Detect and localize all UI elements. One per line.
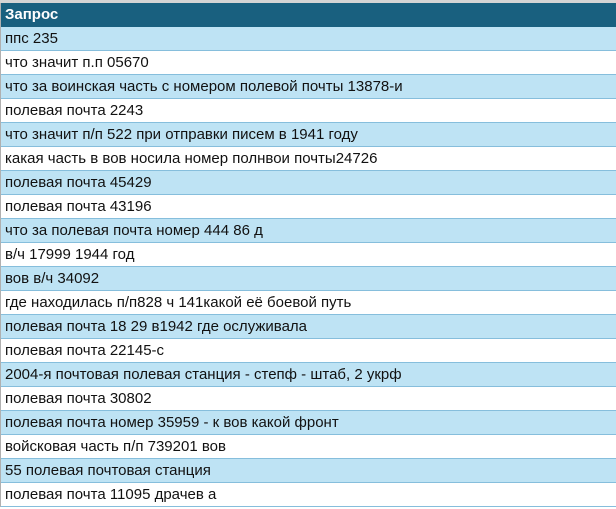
- table-row[interactable]: полевая почта 45429: [1, 171, 616, 195]
- column-header-query[interactable]: Запрос: [1, 3, 616, 27]
- table-row[interactable]: 55 полевая почтовая станция: [1, 459, 616, 483]
- table-row[interactable]: что за воинская часть с номером полевой …: [1, 75, 616, 99]
- table-row[interactable]: что за полевая почта номер 444 86 д: [1, 219, 616, 243]
- table-body: ппс 235 что значит п.п 05670 что за воинск…: [1, 27, 616, 507]
- table-row[interactable]: где находилась п/п828 ч 141какой её боев…: [1, 291, 616, 315]
- table-row[interactable]: полевая почта 22145-с: [1, 339, 616, 363]
- table-row[interactable]: 2004-я почтовая полевая станция - степф …: [1, 363, 616, 387]
- table-row[interactable]: полевая почта 11095 драчев а: [1, 483, 616, 507]
- table-row[interactable]: полевая почта 30802: [1, 387, 616, 411]
- table-row[interactable]: полевая почта номер 35959 - к вов какой …: [1, 411, 616, 435]
- table-row[interactable]: вов в/ч 34092: [1, 267, 616, 291]
- table-row[interactable]: в/ч 17999 1944 год: [1, 243, 616, 267]
- table-row[interactable]: полевая почта 18 29 в1942 где ослуживала: [1, 315, 616, 339]
- table-row[interactable]: полевая почта 2243: [1, 99, 616, 123]
- query-table: Запрос ппс 235 что значит п.п 05670 что за…: [0, 3, 616, 507]
- table-row[interactable]: что значит п/п 522 при отправки писем в …: [1, 123, 616, 147]
- table-row[interactable]: войсковая часть п/п 739201 вов: [1, 435, 616, 459]
- table-row[interactable]: что значит п.п 05670: [1, 51, 616, 75]
- table-row[interactable]: какая часть в вов носила номер полнвои п…: [1, 147, 616, 171]
- table-row[interactable]: полевая почта 43196: [1, 195, 616, 219]
- table-row[interactable]: ппс 235: [1, 27, 616, 51]
- sheet-top-edge: [0, 0, 616, 3]
